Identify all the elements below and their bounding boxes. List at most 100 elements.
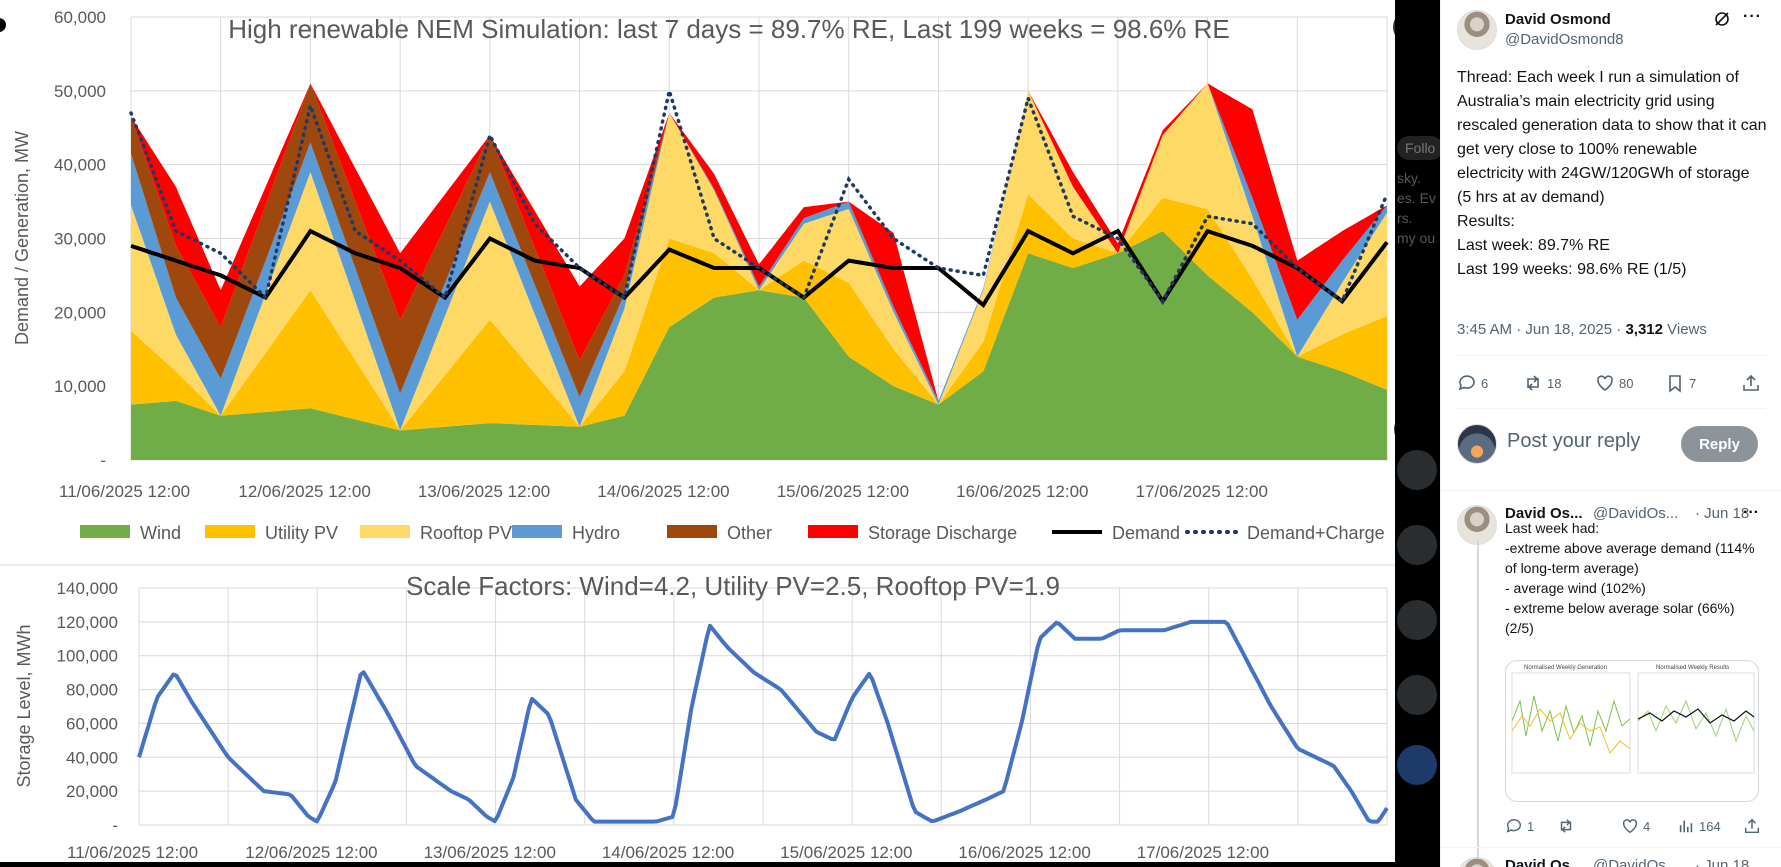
series-demand-charge [129, 83, 1389, 305]
reply-icon [1458, 375, 1475, 391]
x-tick-label: 14/06/2025 12:00 [602, 843, 734, 862]
reply-author-avatar[interactable] [1457, 505, 1497, 545]
share-action[interactable] [1741, 373, 1761, 393]
y-tick-label: 40,000 [66, 748, 118, 767]
reply-button[interactable]: Reply [1681, 426, 1758, 462]
like-action[interactable]: 80 [1595, 373, 1633, 393]
reply-views-action[interactable]: 164 [1677, 817, 1721, 835]
area-wind [131, 231, 1387, 460]
next-reply-author-name[interactable]: David Os... [1505, 857, 1583, 867]
share-icon [1744, 818, 1760, 834]
tweet-paragraph: Results: [1457, 213, 1515, 230]
divider [1441, 490, 1781, 491]
reply-views-count: 164 [1699, 818, 1721, 834]
y-axis-label: Storage Level, MWh [14, 624, 34, 787]
legend-label: Hydro [572, 523, 620, 543]
tweet-meta: 3:45 AM · Jun 18, 2025 · 3,312 Views [1457, 321, 1707, 338]
y-tick-label: 50,000 [54, 82, 106, 101]
thumb-chart-graphic [1511, 672, 1755, 774]
author-handle[interactable]: @DavidOsmond8 [1505, 31, 1624, 48]
reply-image-thumbnail[interactable]: Normalised Weekly Generation Normalised … [1505, 660, 1759, 802]
grok-button[interactable] [1713, 10, 1731, 33]
y-tick-label: 10,000 [54, 377, 106, 396]
legend-label: Wind [140, 523, 181, 543]
x-tick-label: 13/06/2025 12:00 [424, 843, 556, 862]
media-image: - 10,000 20,000 30,000 40,000 50,000 60,000 11/… [0, 0, 1395, 862]
reply-count: 6 [1481, 375, 1489, 391]
x-tick-label: 16/06/2025 12:00 [956, 482, 1088, 501]
x-tick-label: 15/06/2025 12:00 [777, 482, 909, 501]
reply-share-action[interactable] [1743, 817, 1761, 835]
more-button[interactable]: ··· [1743, 8, 1762, 26]
reply-icon [1506, 819, 1521, 833]
ghost-avatar [1397, 525, 1437, 565]
x-tick-label: 14/06/2025 12:00 [597, 482, 729, 501]
x-tick-label: 16/06/2025 12:00 [958, 843, 1090, 862]
x-tick-label: 12/06/2025 12:00 [238, 482, 370, 501]
reply-reply-action[interactable]: 1 [1505, 817, 1534, 835]
next-reply-avatar[interactable] [1457, 857, 1497, 867]
legend-swatch [205, 525, 255, 538]
media-viewer: - 10,000 20,000 30,000 40,000 50,000 60,000 11/… [0, 0, 1428, 862]
legend-swatch [512, 525, 562, 538]
thumb-title-right: Normalised Weekly Results [1656, 665, 1730, 671]
ghost-text: Follo [1397, 136, 1440, 160]
tweet-timestamp[interactable]: 3:45 AM · Jun 18, 2025 · [1457, 321, 1626, 338]
reply-paragraph: Last week had: [1505, 520, 1600, 536]
y-tick-label: 30,000 [54, 230, 106, 249]
tweet-paragraph: Last 199 weeks: 98.6% RE (1/5) [1457, 261, 1687, 278]
divider [1441, 847, 1781, 848]
author-name[interactable]: David Osmond [1505, 11, 1611, 28]
share-icon [1743, 374, 1759, 391]
next-reply-date[interactable]: · Jun 18 [1695, 857, 1750, 867]
reply-like-count: 4 [1643, 818, 1651, 834]
reply-input[interactable]: Post your reply [1507, 430, 1641, 452]
legend-label: Demand+Charge [1247, 523, 1385, 543]
reply-more-button[interactable]: ··· [1743, 504, 1759, 522]
x-tick-label: 13/06/2025 12:00 [418, 482, 550, 501]
views-label: Views [1662, 321, 1707, 338]
x-tick-label: 17/06/2025 12:00 [1136, 482, 1268, 501]
thread-line [1477, 540, 1479, 860]
legend-label: Other [727, 523, 772, 543]
bookmark-action[interactable]: 7 [1665, 373, 1696, 393]
reply-paragraph: - average wind (102%) [1505, 580, 1646, 596]
tweet-text: Thread: Each week I run a simulation of … [1457, 66, 1767, 282]
heart-icon [1597, 375, 1613, 391]
views-count: 3,312 [1625, 321, 1663, 338]
ghost-text: sky. [1397, 170, 1421, 186]
series-storage-level [137, 619, 1389, 824]
y-tick-label: 20,000 [66, 782, 118, 801]
reply-author-name[interactable]: David Os... [1505, 505, 1583, 522]
reply-text: Last week had: -extreme above average de… [1505, 518, 1765, 638]
x-tick-label: 12/06/2025 12:00 [245, 843, 377, 862]
y-tick-label: - [100, 451, 106, 470]
reply-date[interactable]: · Jun 18 [1695, 505, 1750, 522]
thumb-title-left: Normalised Weekly Generation [1524, 665, 1607, 671]
reply-action[interactable]: 6 [1457, 373, 1488, 393]
ghost-text: my ou [1397, 230, 1436, 246]
author-avatar[interactable] [1457, 10, 1497, 50]
ghost-text: rs. [1397, 210, 1413, 226]
area-storage-discharge [131, 83, 1387, 401]
repost-icon [1527, 375, 1539, 391]
ghost-text: es. Ev [1397, 190, 1436, 206]
like-count: 80 [1619, 375, 1634, 391]
repost-action[interactable]: 18 [1523, 373, 1561, 393]
reply-like-action[interactable]: 4 [1621, 817, 1650, 835]
ghost-avatar [1397, 450, 1437, 490]
y-tick-label: 100,000 [57, 647, 118, 666]
reply-author-handle[interactable]: @DavidOs... [1593, 505, 1679, 522]
next-reply-author-handle[interactable]: @DavidOs... [1593, 857, 1679, 867]
y-tick-label: 120,000 [57, 613, 118, 632]
repost-icon [1560, 819, 1572, 833]
legend-label: Storage Discharge [868, 523, 1017, 543]
legend-label: Utility PV [265, 523, 338, 543]
y-tick-label: 60,000 [66, 714, 118, 733]
tweet-paragraph: Last week: 89.7% RE [1457, 237, 1610, 254]
reply-repost-action[interactable] [1557, 817, 1579, 835]
reply-paragraph: -extreme above average demand (114% of l… [1505, 540, 1759, 576]
x-tick-label: 17/06/2025 12:00 [1137, 843, 1269, 862]
reply-reply-count: 1 [1527, 818, 1535, 834]
